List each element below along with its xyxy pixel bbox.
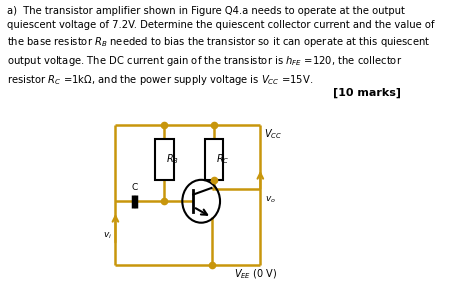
- Text: $R_B$: $R_B$: [166, 152, 179, 166]
- Text: $V_{CC}$: $V_{CC}$: [264, 127, 282, 141]
- Bar: [205, 139, 223, 180]
- Text: $v_o$: $v_o$: [264, 194, 275, 205]
- Text: a)  The transistor amplifier shown in Figure Q4.a needs to operate at the output: a) The transistor amplifier shown in Fig…: [7, 6, 434, 87]
- Text: [10 marks]: [10 marks]: [333, 88, 401, 98]
- Text: $R_C$: $R_C$: [216, 152, 229, 166]
- Text: C: C: [131, 183, 137, 192]
- Bar: [155, 139, 174, 180]
- Text: $V_{EE}$ (0 V): $V_{EE}$ (0 V): [234, 268, 278, 281]
- Text: $v_i$: $v_i$: [103, 230, 112, 241]
